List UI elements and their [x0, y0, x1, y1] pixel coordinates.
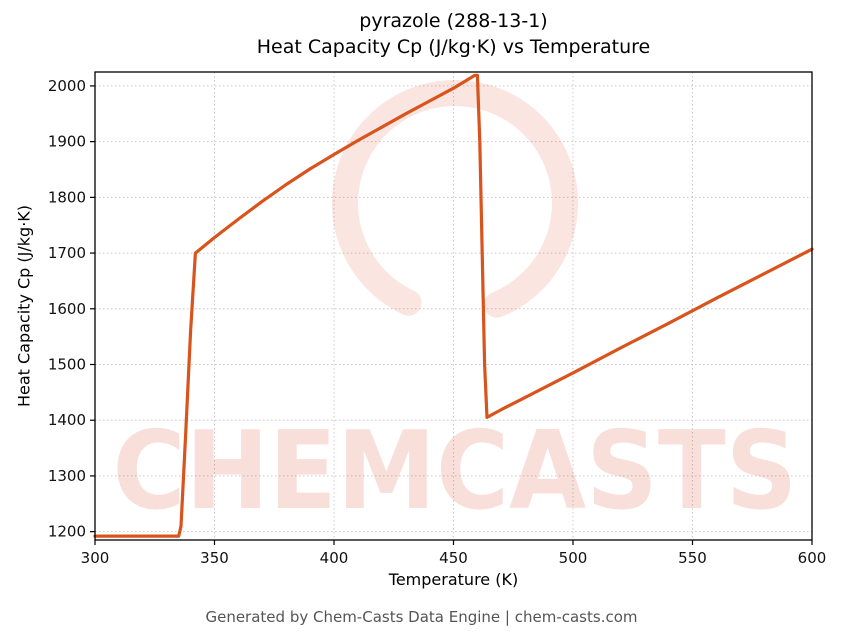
cp-line-series: [93, 73, 814, 538]
watermark-text: CHEMCASTS: [113, 409, 798, 534]
y-tick-label: 2000: [48, 77, 86, 95]
y-axis-label: Heat Capacity Cp (J/kg·K): [14, 204, 34, 408]
y-tick-label: 1700: [48, 244, 86, 262]
y-tick-label: 1900: [48, 133, 86, 151]
y-tick-label: 1500: [48, 356, 86, 374]
x-tick-label: 550: [678, 549, 707, 567]
x-tick-label: 450: [439, 549, 468, 567]
y-tick-label: 1800: [48, 188, 86, 206]
x-tick-label: 400: [320, 549, 349, 567]
y-tick-label: 1200: [48, 523, 86, 541]
chart-subtitle: Heat Capacity Cp (J/kg·K) vs Temperature: [256, 36, 651, 58]
x-axis-label: Temperature (K): [388, 570, 519, 589]
x-tick-label: 350: [200, 549, 229, 567]
x-tick-label: 300: [81, 549, 110, 567]
watermark-ring: [332, 80, 578, 326]
y-tick-label: 1300: [48, 467, 86, 485]
y-tick-label: 1400: [48, 411, 86, 429]
footer-credit: Generated by Chem-Casts Data Engine | ch…: [205, 608, 638, 626]
chart-title: pyrazole (288-13-1): [359, 10, 548, 32]
x-tick-label: 600: [798, 549, 827, 567]
x-tick-label: 500: [559, 549, 588, 567]
y-tick-label: 1600: [48, 300, 86, 318]
